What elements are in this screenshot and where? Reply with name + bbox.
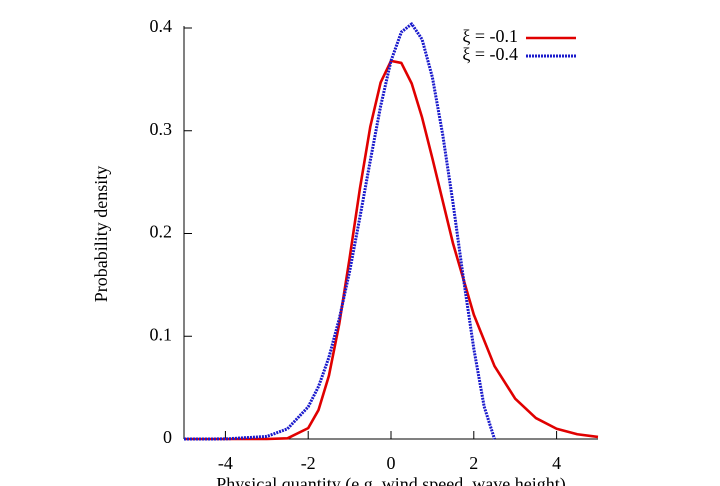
x-axis-label: Physical quantity (e.g. wind speed, wave…	[216, 474, 565, 486]
y-tick-label: 0	[163, 427, 172, 447]
x-tick-label: 4	[552, 453, 561, 473]
y-tick-label: 0.3	[150, 119, 173, 139]
legend-label: ξ = -0.4	[462, 44, 518, 64]
legend-label: ξ = -0.1	[462, 26, 518, 46]
y-tick-label: 0.4	[150, 16, 173, 36]
y-tick-label: 0.1	[150, 324, 173, 344]
y-axis-label: Probability density	[91, 166, 111, 303]
y-tick-label: 0.2	[150, 222, 173, 242]
series-line	[184, 59, 599, 441]
x-tick-label: 2	[469, 453, 478, 473]
x-tick-label: -2	[301, 453, 316, 473]
series-line	[183, 22, 496, 441]
x-tick-label: -4	[218, 453, 233, 473]
x-tick-label: 0	[387, 453, 396, 473]
